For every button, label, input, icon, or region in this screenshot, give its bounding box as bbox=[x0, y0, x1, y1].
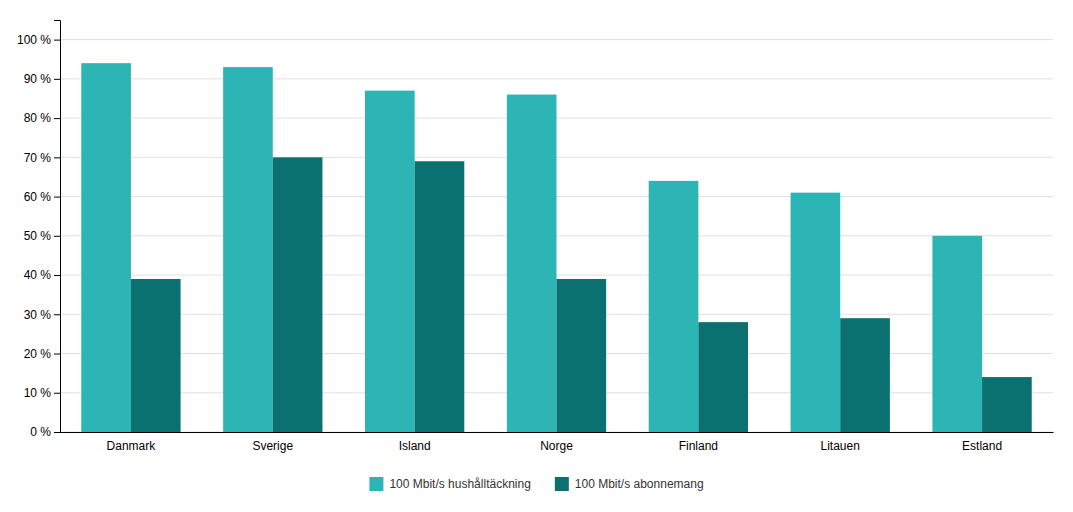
y-tick: 50 % bbox=[24, 229, 60, 243]
y-tick: 20 % bbox=[24, 347, 60, 361]
legend-label: 100 Mbit/s hushålltäckning bbox=[389, 477, 530, 491]
bar bbox=[791, 193, 841, 432]
y-tick-label: 70 % bbox=[24, 151, 52, 165]
bar bbox=[273, 157, 323, 432]
legend-item: 100 Mbit/s hushålltäckning bbox=[369, 477, 530, 491]
bar bbox=[698, 322, 748, 432]
x-tick: Estland bbox=[962, 439, 1002, 453]
x-tick: Sverige bbox=[252, 439, 293, 453]
bar-series bbox=[131, 157, 1032, 432]
x-tick-label: Norge bbox=[540, 439, 573, 453]
y-tick-mark bbox=[54, 40, 60, 41]
y-tick: 70 % bbox=[24, 151, 60, 165]
y-tick-mark bbox=[54, 393, 60, 394]
plot: 0 % 10 % 20 % 30 % 40 % 50 % 60 % 70 % 80 % 90 % 1… bbox=[17, 21, 1054, 453]
y-tick: 80 % bbox=[24, 111, 60, 125]
bar bbox=[982, 377, 1032, 432]
y-tick-mark bbox=[54, 314, 60, 315]
y-tick-mark bbox=[54, 79, 60, 80]
legend-item: 100 Mbit/s abonnemang bbox=[555, 477, 704, 491]
bar bbox=[365, 91, 415, 432]
x-tick: Danmark bbox=[107, 439, 157, 453]
bar bbox=[415, 161, 465, 432]
y-tick-label: 100 % bbox=[17, 33, 51, 47]
legend-label: 100 Mbit/s abonnemang bbox=[575, 477, 704, 491]
x-tick: Island bbox=[399, 439, 431, 453]
legend-swatch bbox=[369, 477, 383, 491]
y-tick-mark bbox=[54, 432, 60, 433]
y-tick-mark bbox=[54, 197, 60, 198]
bar-series bbox=[81, 63, 982, 432]
y-tick: 60 % bbox=[24, 190, 60, 204]
y-axis-line bbox=[54, 21, 61, 433]
bar bbox=[507, 95, 557, 432]
x-tick-label: Danmark bbox=[107, 439, 157, 453]
y-tick: 10 % bbox=[24, 386, 60, 400]
bar bbox=[557, 279, 607, 432]
grid-line bbox=[60, 39, 1053, 40]
y-tick-mark bbox=[54, 118, 60, 119]
y-tick: 0 % bbox=[30, 425, 60, 439]
y-tick-label: 90 % bbox=[24, 72, 52, 86]
y-tick-label: 60 % bbox=[24, 190, 52, 204]
y-tick: 30 % bbox=[24, 308, 60, 322]
y-tick-label: 10 % bbox=[24, 386, 52, 400]
x-tick-label: Island bbox=[399, 439, 431, 453]
x-axis-line bbox=[61, 432, 1054, 433]
x-tick: Litauen bbox=[821, 439, 860, 453]
x-tick-label: Estland bbox=[962, 439, 1002, 453]
x-tick: Finland bbox=[679, 439, 718, 453]
y-tick-label: 80 % bbox=[24, 111, 52, 125]
bar bbox=[649, 181, 699, 432]
legend: 100 Mbit/s hushålltäckning 100 Mbit/s abo… bbox=[369, 477, 703, 491]
y-tick-mark bbox=[54, 157, 60, 158]
y-axis: 0 % 10 % 20 % 30 % 40 % 50 % 60 % 70 % 80 % 90 % 1… bbox=[17, 21, 61, 440]
bar bbox=[840, 318, 890, 432]
bar bbox=[81, 63, 131, 432]
x-tick-label: Sverige bbox=[252, 439, 293, 453]
chart: 0 % 10 % 20 % 30 % 40 % 50 % 60 % 70 % 80 % 90 % 1… bbox=[0, 0, 1073, 512]
bar bbox=[223, 67, 273, 432]
y-tick-mark bbox=[54, 354, 60, 355]
y-tick: 40 % bbox=[24, 268, 60, 282]
grid-line bbox=[60, 78, 1053, 79]
bar bbox=[131, 279, 181, 432]
y-tick-mark bbox=[54, 275, 60, 276]
x-axis: Danmark Sverige Island Norge Finland Litauen E… bbox=[61, 433, 1054, 453]
grid bbox=[60, 40, 1053, 432]
y-tick-label: 50 % bbox=[24, 229, 52, 243]
y-tick-label: 40 % bbox=[24, 268, 52, 282]
y-tick-label: 20 % bbox=[24, 347, 52, 361]
bars bbox=[81, 63, 1031, 432]
x-tick-label: Litauen bbox=[821, 439, 860, 453]
y-tick: 100 % bbox=[17, 33, 60, 47]
legend-swatch bbox=[555, 477, 569, 491]
y-tick-mark bbox=[54, 236, 60, 237]
y-tick: 90 % bbox=[24, 72, 60, 86]
y-tick-label: 0 % bbox=[30, 425, 51, 439]
bar bbox=[932, 236, 982, 432]
x-tick: Norge bbox=[540, 439, 573, 453]
y-tick-label: 30 % bbox=[24, 308, 52, 322]
x-tick-label: Finland bbox=[679, 439, 718, 453]
